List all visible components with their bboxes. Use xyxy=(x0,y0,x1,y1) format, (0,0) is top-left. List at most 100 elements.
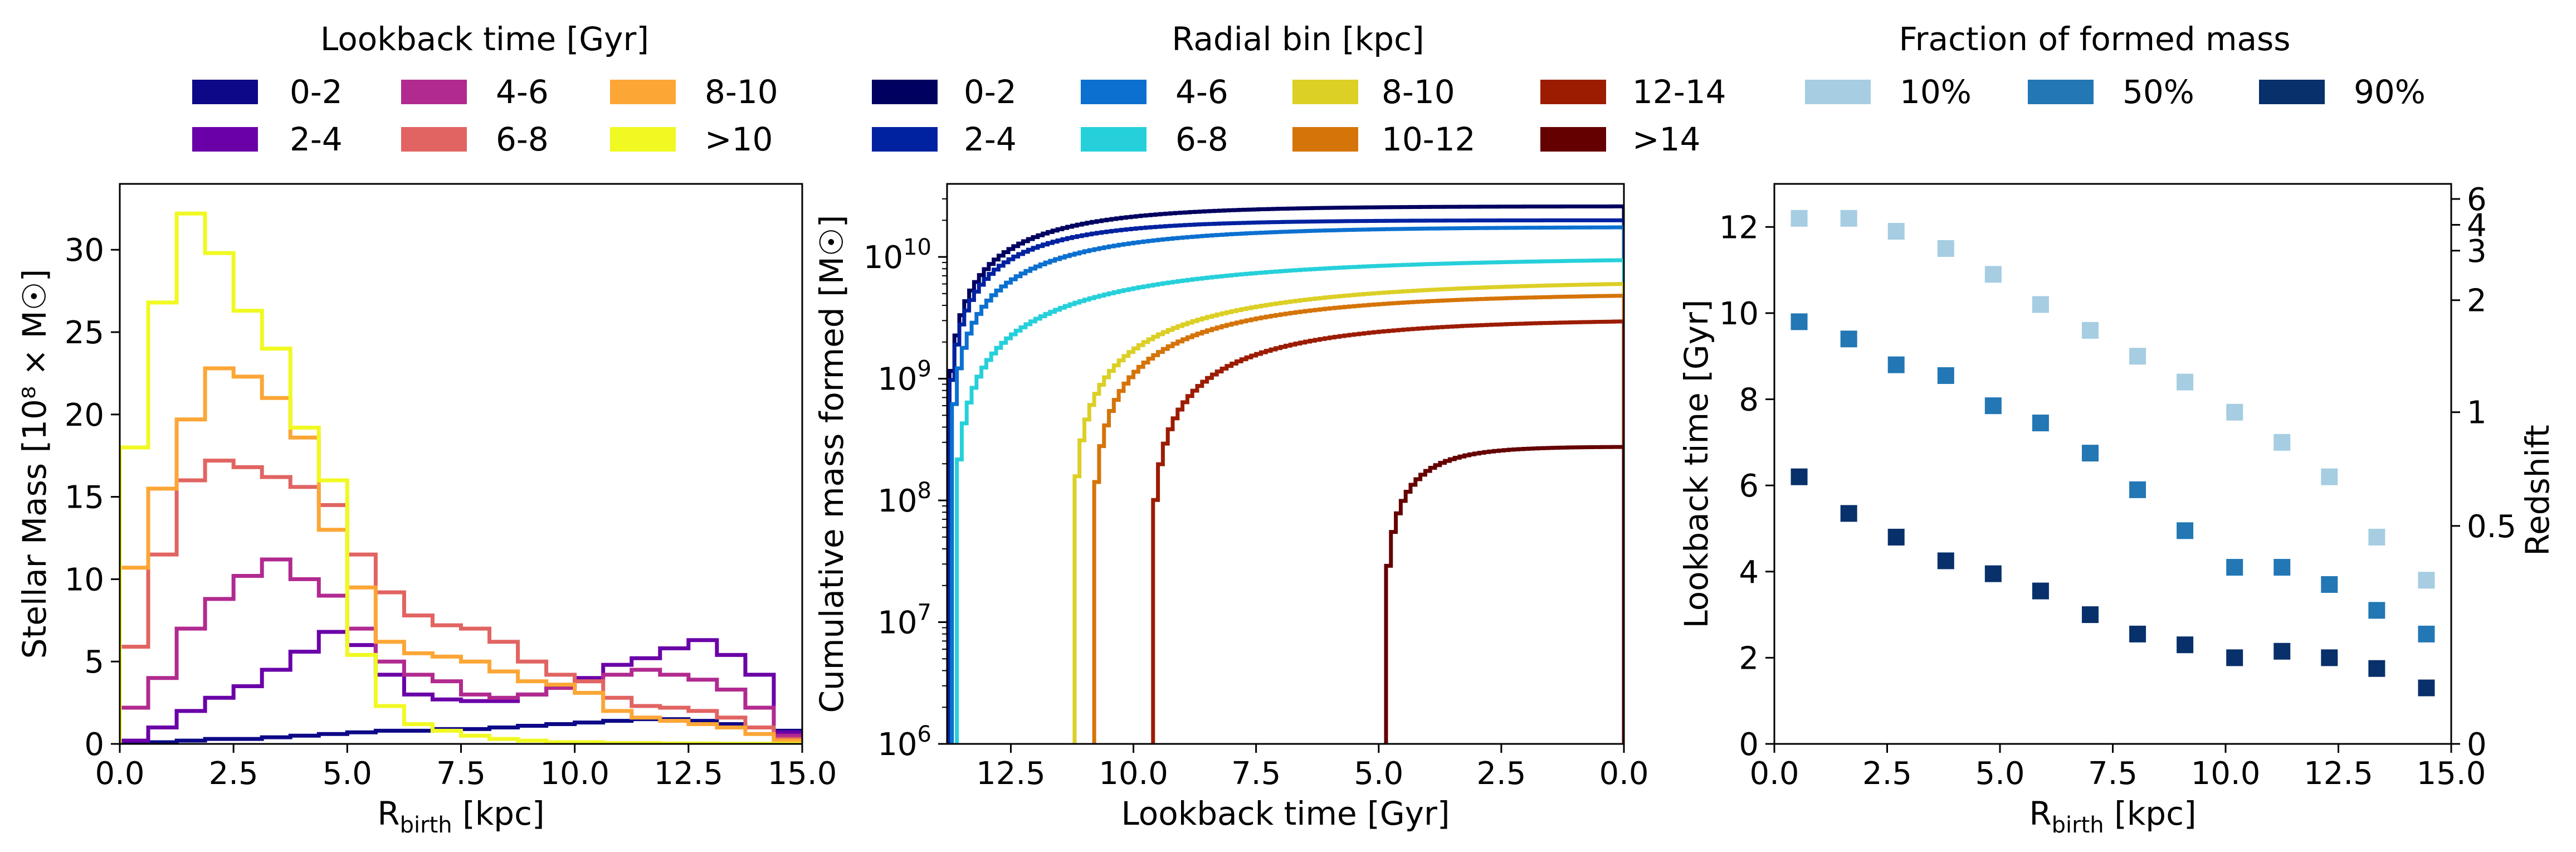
x-tick-label: 7.5 xyxy=(436,756,486,792)
y-tick-label: 108 xyxy=(877,478,931,519)
y-axis-label: Stellar Mass [10⁸ × M☉] xyxy=(16,269,53,659)
legend-label: >14 xyxy=(1632,120,1700,158)
x-tick-label: 10.0 xyxy=(540,756,609,792)
scatter-point-90% xyxy=(2226,649,2243,666)
legend-label: 6-8 xyxy=(496,120,549,158)
legend-swatch xyxy=(1805,80,1871,104)
legend-swatch xyxy=(192,80,258,104)
y-tick-label: 10 xyxy=(1719,296,1759,332)
x-tick-label: 5.0 xyxy=(1354,756,1403,792)
legend-label: 10-12 xyxy=(1382,120,1476,158)
legend-label: >10 xyxy=(705,120,773,158)
scatter-point-90% xyxy=(2418,679,2435,697)
scatter-point-50% xyxy=(2032,415,2049,432)
x-tick-label: 12.5 xyxy=(976,756,1046,792)
x-tick-label: 2.5 xyxy=(1476,756,1526,792)
scatter-point-10% xyxy=(2177,373,2194,391)
series-group xyxy=(120,211,802,744)
x-tick-label: 7.5 xyxy=(1231,756,1281,792)
legend-title: Radial bin [kpc] xyxy=(1172,20,1424,58)
redshift-tick-label: 0.5 xyxy=(2467,509,2516,545)
axes-frame xyxy=(1773,183,2452,745)
x-tick-label: 12.5 xyxy=(2304,756,2373,792)
legend-label: 6-8 xyxy=(1175,120,1228,158)
legend-swatch xyxy=(872,80,938,104)
scatter-point-90% xyxy=(1840,505,1857,522)
y-tick-label: 107 xyxy=(877,600,931,641)
histogram-series-6-8 xyxy=(120,459,802,744)
scatter-point-50% xyxy=(2368,602,2385,619)
x-tick-label: 5.0 xyxy=(1975,756,2024,792)
scatter-point-50% xyxy=(2321,576,2338,593)
legend-label: 0-2 xyxy=(290,73,343,111)
scatter-point-50% xyxy=(2418,625,2435,642)
x-tick-label: 15.0 xyxy=(768,756,837,792)
scatter-point-10% xyxy=(2129,348,2146,365)
scatter-point-90% xyxy=(2177,636,2194,654)
legend-title: Lookback time [Gyr] xyxy=(320,20,649,58)
legend-label: 8-10 xyxy=(1382,73,1455,111)
scatter-point-10% xyxy=(2032,296,2049,313)
y-tick-label: 4 xyxy=(1739,554,1759,591)
scatter-point-90% xyxy=(1937,552,1954,569)
scatter-point-50% xyxy=(1937,367,1954,384)
scatter-point-90% xyxy=(2032,582,2049,600)
y-tick-label: 30 xyxy=(65,232,104,269)
scatter-point-90% xyxy=(1790,468,1808,485)
scatter-point-50% xyxy=(2273,559,2291,576)
cumulative-series-10-12 xyxy=(1092,294,1624,744)
cumulative-series-2-4 xyxy=(947,218,1624,744)
y-axis-label: Lookback time [Gyr] xyxy=(1677,300,1715,629)
axes-frame xyxy=(946,183,1625,745)
x-tick-label: 0.0 xyxy=(1749,756,1799,792)
x-axis-label: Lookback time [Gyr] xyxy=(1121,795,1450,832)
x-tick-label: 0.0 xyxy=(95,756,144,792)
y-tick-label: 0 xyxy=(84,727,104,763)
scatter-point-10% xyxy=(1937,240,1954,257)
legend-label: 8-10 xyxy=(705,73,778,111)
redshift-tick-label: 3 xyxy=(2467,233,2487,270)
scatter-point-10% xyxy=(2082,322,2099,339)
scatter-point-10% xyxy=(2273,434,2291,451)
legend-swatch xyxy=(872,127,938,152)
redshift-tick-label: 0 xyxy=(2467,727,2487,763)
legend-swatch xyxy=(1081,80,1146,104)
redshift-tick-label: 1 xyxy=(2467,395,2487,431)
legend-swatch xyxy=(610,80,676,104)
y-axis-label: Cumulative mass formed [M☉] xyxy=(813,215,851,713)
y-tick-label: 109 xyxy=(877,357,931,398)
legend-swatch xyxy=(401,127,467,152)
legend-swatch xyxy=(1540,80,1606,104)
legend-label: 4-6 xyxy=(496,73,549,111)
y-tick-label: 1010 xyxy=(863,235,931,276)
scatter-point-50% xyxy=(2226,559,2243,576)
legend-title: Fraction of formed mass xyxy=(1899,20,2291,58)
x-tick-label: 10.0 xyxy=(1099,756,1168,792)
redshift-tick-label: 6 xyxy=(2467,182,2487,218)
legend-swatch xyxy=(1292,80,1358,104)
redshift-tick-label: 4 xyxy=(2467,207,2487,244)
scatter-point-90% xyxy=(1984,565,2002,582)
legend-label: 0-2 xyxy=(964,73,1017,111)
histogram-series-4-6 xyxy=(120,557,802,744)
scatter-point-10% xyxy=(1887,223,1905,240)
x-tick-label: 2.5 xyxy=(1862,756,1912,792)
y-tick-label: 6 xyxy=(1739,468,1759,504)
y-axis-label: Redshift xyxy=(2519,425,2557,556)
redshift-tick-label: 2 xyxy=(2467,283,2487,319)
y-tick-label: 15 xyxy=(65,480,104,516)
scatter-point-50% xyxy=(1984,397,2002,415)
legend-swatch xyxy=(1540,127,1606,152)
legend-label: 12-14 xyxy=(1632,73,1726,111)
x-tick-label: 15.0 xyxy=(2417,756,2486,792)
scatter-point-10% xyxy=(1840,210,1857,227)
y-tick-label: 12 xyxy=(1719,210,1759,246)
scatter-point-50% xyxy=(1790,313,1808,330)
x-tick-label: 0.0 xyxy=(1599,756,1648,792)
legend-area: Lookback time [Gyr] 0-2 2-4 4-6 6-8 8-10 >10 Ra… xyxy=(192,20,2426,158)
x-tick-label: 10.0 xyxy=(2191,756,2261,792)
x-tick-label: 12.5 xyxy=(653,756,723,792)
scatter-point-50% xyxy=(2129,481,2146,498)
legend-swatch xyxy=(401,80,467,104)
